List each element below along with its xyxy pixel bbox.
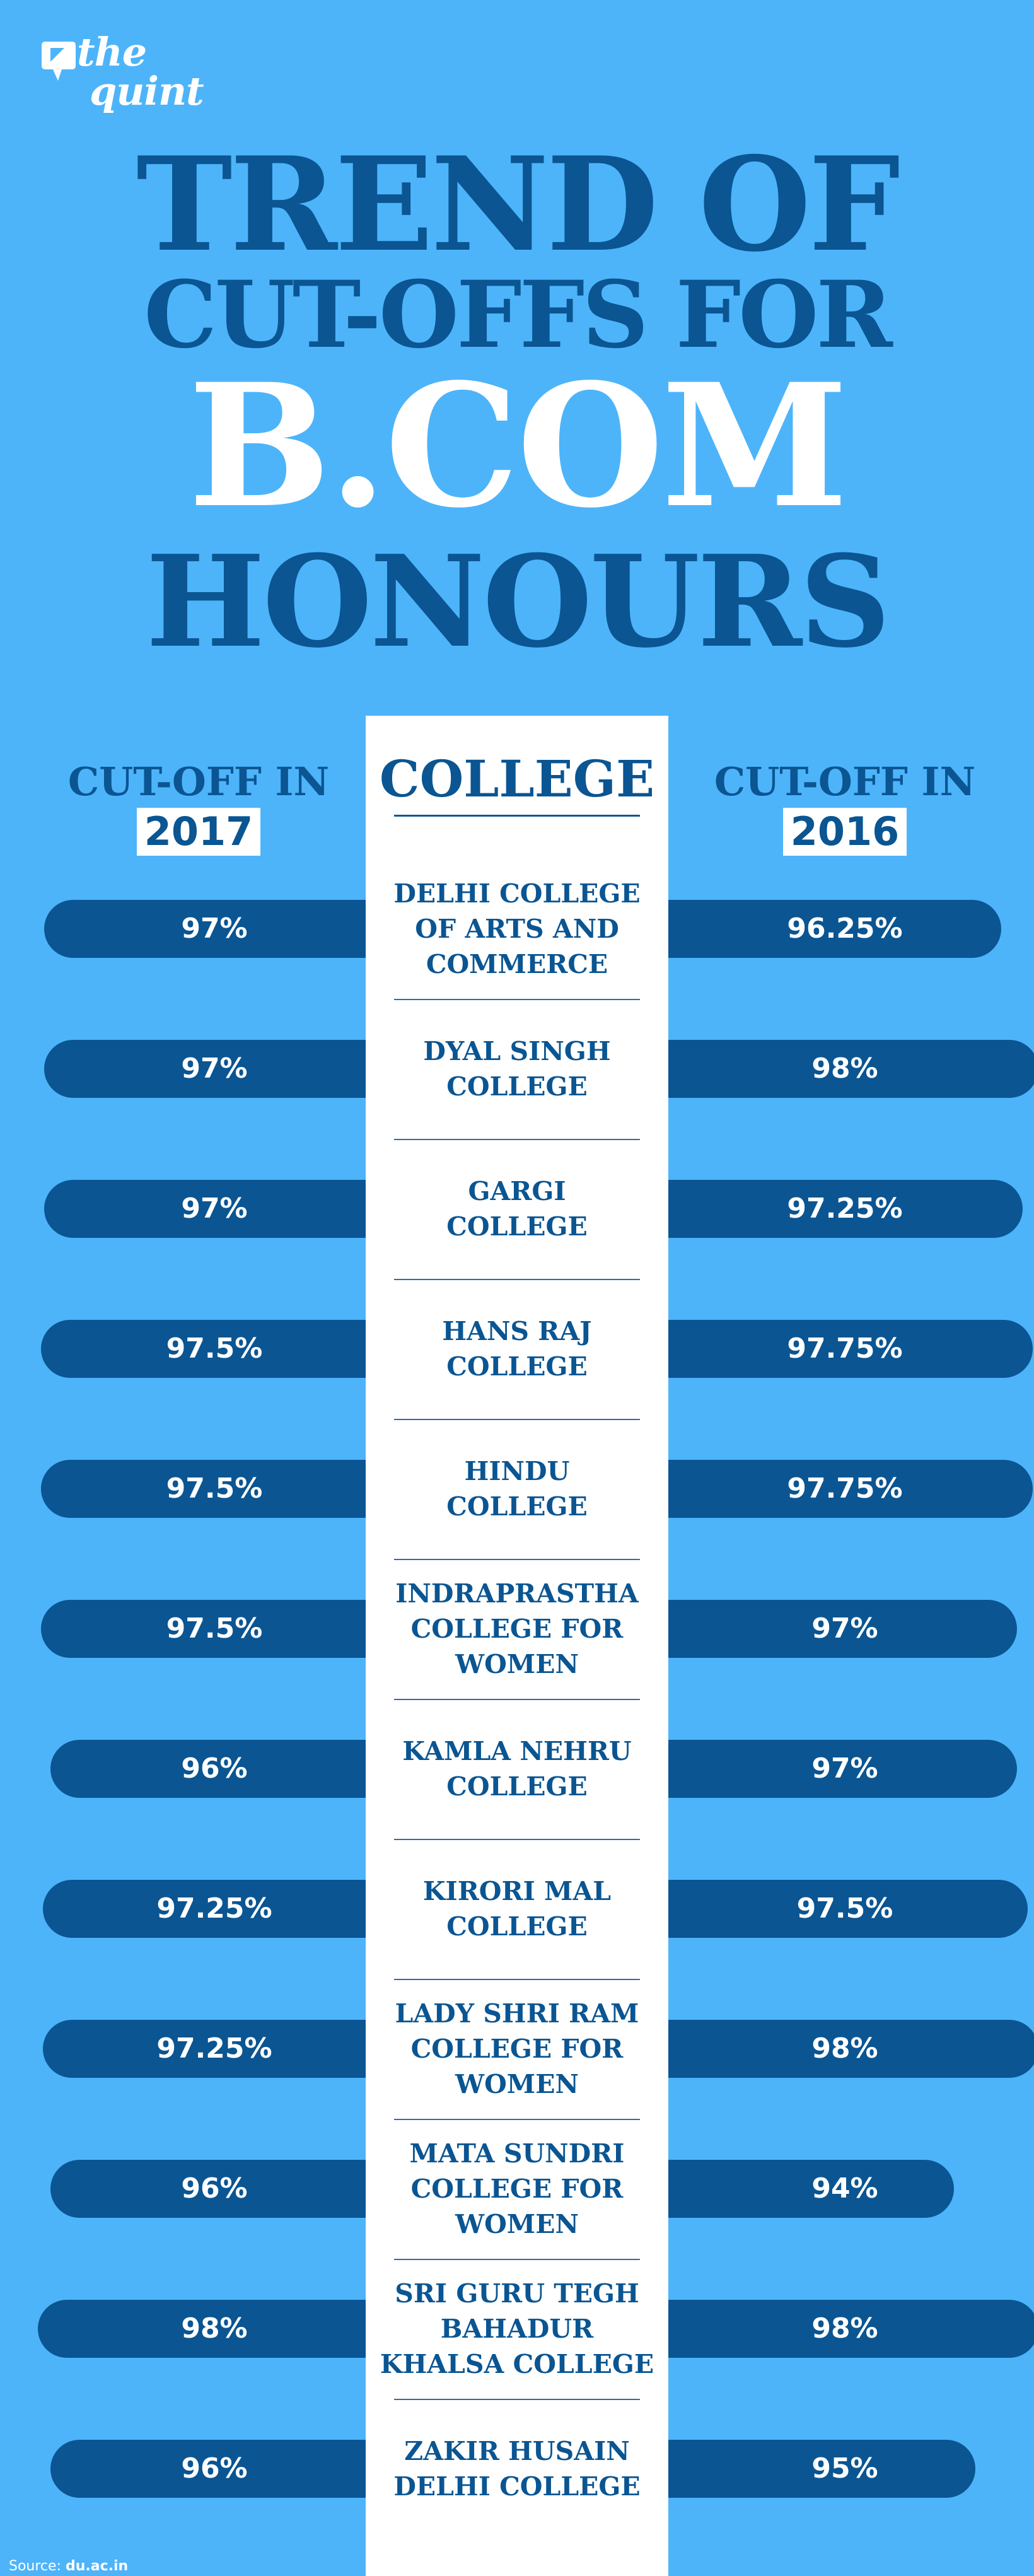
header-divider xyxy=(394,815,640,817)
cutoff-2017-bar: 97% xyxy=(44,900,366,958)
cutoff-2017-bar: 97.5% xyxy=(41,1460,366,1518)
header-2017-year: 2017 xyxy=(136,808,261,856)
cutoff-2017-bar: 96% xyxy=(50,2440,366,2498)
row-divider xyxy=(394,1699,640,1700)
header-college: COLLEGE xyxy=(379,749,655,808)
cutoff-2017-value: 97% xyxy=(181,1052,248,1085)
college-name: LADY SHRI RAM COLLEGE FOR WOMEN xyxy=(395,1998,639,2099)
row-divider xyxy=(394,1139,640,1140)
source-label: Source: xyxy=(9,2558,61,2574)
cutoff-2016-value: 97.25% xyxy=(787,1192,903,1225)
college-name: INDRAPRASTHA COLLEGE FOR WOMEN xyxy=(395,1578,639,1679)
source-value: du.ac.in xyxy=(65,2558,129,2574)
cutoff-2016-value: 98% xyxy=(811,1052,878,1085)
cutoff-2017-value: 97.25% xyxy=(156,2032,272,2065)
cutoff-2017-bar: 97% xyxy=(44,1040,366,1098)
cutoff-2016-value: 97% xyxy=(811,1612,878,1645)
cutoff-2016-value: 96.25% xyxy=(787,912,903,945)
header-2017-label: CUT-OFF IN xyxy=(67,759,330,805)
cutoff-2016-bar: 98% xyxy=(668,2300,1034,2358)
cutoff-2016-bar: 94% xyxy=(668,2160,955,2218)
cutoff-2017-value: 96% xyxy=(181,1752,248,1785)
cutoff-2017-value: 97.5% xyxy=(166,1612,263,1645)
college-name: HANS RAJ COLLEGE xyxy=(442,1316,592,1382)
row-divider xyxy=(394,2259,640,2260)
cutoff-2016-value: 97% xyxy=(811,1752,878,1785)
source-note: Source: du.ac.in xyxy=(9,2558,128,2574)
cutoff-2017-bar: 97% xyxy=(44,1180,366,1238)
header-2017: CUT-OFF IN 2017 xyxy=(47,760,350,856)
cutoff-2016-value: 95% xyxy=(811,2452,878,2485)
row-divider xyxy=(394,1839,640,1840)
college-name: DYAL SINGH COLLEGE xyxy=(423,1036,611,1102)
cutoff-2017-value: 96% xyxy=(181,2452,248,2485)
row-divider xyxy=(394,2399,640,2400)
college-column-background xyxy=(366,716,668,2576)
row-divider xyxy=(394,1419,640,1420)
cutoff-2016-bar: 96.25% xyxy=(668,900,1002,958)
header-2016-label: CUT-OFF IN xyxy=(714,759,976,805)
cutoff-2017-bar: 97.25% xyxy=(42,1880,366,1938)
cutoff-2016-bar: 97.75% xyxy=(668,1460,1033,1518)
row-divider xyxy=(394,1279,640,1280)
title-line-3: B.COM xyxy=(188,347,848,545)
cutoff-2016-value: 98% xyxy=(811,2312,878,2345)
row-divider xyxy=(394,1559,640,1560)
cutoff-2017-value: 98% xyxy=(181,2312,248,2345)
cutoff-2016-bar: 98% xyxy=(668,1040,1034,1098)
quote-bubble-icon xyxy=(42,42,76,81)
cutoff-2017-bar: 97.5% xyxy=(41,1600,366,1658)
cutoff-2017-value: 97% xyxy=(181,912,248,945)
cutoff-2016-value: 98% xyxy=(811,2032,878,2065)
college-name: ZAKIR HUSAIN DELHI COLLEGE xyxy=(393,2436,641,2502)
title-line-1: TREND OF xyxy=(136,129,900,281)
college-name: MATA SUNDRI COLLEGE FOR WOMEN xyxy=(409,2138,625,2239)
cutoff-2017-bar: 97.25% xyxy=(42,2020,366,2078)
cutoff-2017-value: 96% xyxy=(181,2172,248,2205)
college-name: GARGI COLLEGE xyxy=(446,1176,588,1242)
cutoff-2017-value: 97.5% xyxy=(166,1332,263,1365)
cutoff-2016-bar: 97% xyxy=(668,1740,1018,1798)
brand-logo: the quint xyxy=(39,33,204,127)
college-name: KAMLA NEHRU COLLEGE xyxy=(402,1736,632,1802)
header-2016: CUT-OFF IN 2016 xyxy=(694,760,996,856)
brand-line-1: the xyxy=(77,29,147,75)
title-line-4: HONOURS xyxy=(146,528,890,676)
cutoff-2017-value: 97.25% xyxy=(156,1892,272,1925)
row-divider xyxy=(394,1979,640,1980)
brand-wordmark: the quint xyxy=(77,33,204,111)
cutoff-2016-bar: 97.5% xyxy=(668,1880,1028,1938)
cutoff-2016-value: 97.5% xyxy=(796,1892,893,1925)
cutoff-2016-bar: 97.25% xyxy=(668,1180,1023,1238)
cutoff-2016-bar: 98% xyxy=(668,2020,1034,2078)
cutoff-2016-bar: 95% xyxy=(668,2440,975,2498)
row-divider xyxy=(394,2119,640,2120)
brand-line-2: quint xyxy=(90,68,204,114)
row-divider xyxy=(394,999,640,1000)
cutoff-2016-bar: 97.75% xyxy=(668,1320,1033,1378)
cutoff-2017-bar: 98% xyxy=(38,2300,366,2358)
college-name: DELHI COLLEGE OF ARTS AND COMMERCE xyxy=(393,878,641,979)
college-name: SRI GURU TEGH BAHADUR KHALSA COLLEGE xyxy=(380,2278,654,2379)
college-name: HINDU COLLEGE xyxy=(446,1456,588,1522)
cutoff-2017-bar: 96% xyxy=(50,1740,366,1798)
cutoff-2016-bar: 97% xyxy=(668,1600,1018,1658)
cutoff-2017-bar: 96% xyxy=(50,2160,366,2218)
cutoff-2016-value: 97.75% xyxy=(787,1472,903,1505)
cutoff-2016-value: 94% xyxy=(811,2172,878,2205)
cutoff-2017-value: 97% xyxy=(181,1192,248,1225)
college-name: KIRORI MAL COLLEGE xyxy=(422,1876,612,1942)
cutoff-2017-value: 97.5% xyxy=(166,1472,263,1505)
title-line-2: CUT-OFFS FOR xyxy=(144,261,893,369)
cutoff-2017-bar: 97.5% xyxy=(41,1320,366,1378)
cutoff-2016-value: 97.75% xyxy=(787,1332,903,1365)
header-2016-year: 2016 xyxy=(782,808,907,856)
